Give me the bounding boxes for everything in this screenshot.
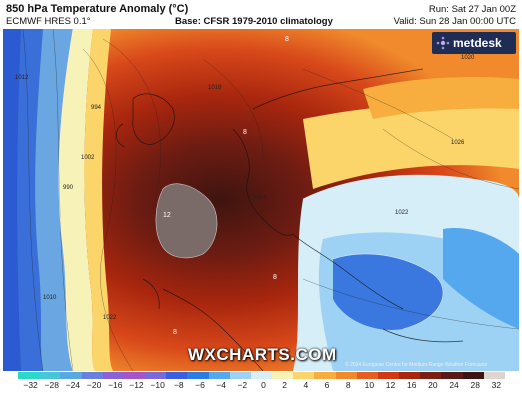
isobar-label: 1022 (103, 315, 117, 321)
isobar-label: 994 (91, 105, 102, 111)
isobar-label: 1026 (451, 140, 465, 146)
colorbar-tick-label: −16 (108, 380, 123, 390)
isobar-label: 1020 (461, 55, 475, 61)
colorbar-tick-label: −20 (86, 380, 102, 390)
anomaly-label: 8 (243, 129, 247, 136)
colorbar-tick-label: −24 (65, 380, 81, 390)
colorbar-tick-label: −2 (237, 380, 248, 390)
anomaly-label: 8 (173, 329, 177, 336)
colorbar-swatch (123, 372, 146, 379)
isobar-label: 1024 (253, 195, 267, 201)
colorbar-swatch (314, 372, 336, 379)
watermark: WXCHARTS.COM (188, 345, 337, 364)
isobar-label: 1018 (208, 85, 222, 91)
colorbar-tick-label: 6 (324, 380, 330, 390)
colorbar-swatch (145, 372, 167, 379)
colorbar-tick-label: 8 (345, 380, 351, 390)
metdesk-logo: metdesk (432, 32, 516, 54)
copyright: © 2024 European Centre for Medium-Range … (345, 362, 487, 368)
colorbar-swatch (229, 372, 251, 379)
colorbar-tick-label: −28 (44, 380, 59, 390)
colorbar-swatch (208, 372, 230, 379)
colorbar-tick-label: 16 (406, 380, 417, 390)
model-name: ECMWF HRES 0.1° (6, 16, 91, 27)
isobar-label: 1002 (81, 155, 95, 161)
metdesk-logo-icon (436, 36, 450, 50)
colorbar-tick-label: −32 (23, 380, 38, 390)
isobar-label: 1022 (395, 210, 409, 216)
colorbar-swatch (18, 372, 40, 379)
climatology-base: Base: CFSR 1979-2010 climatology (175, 16, 333, 27)
colorbar-swatch (377, 372, 400, 379)
colorbar-tick-label: −12 (129, 380, 144, 390)
colorbar-swatch (166, 372, 188, 379)
isobar-label: 990 (63, 185, 74, 191)
anomaly-map: 1012 994 1002 990 1010 1022 1018 1020 10… (3, 29, 519, 371)
colorbar-swatch (39, 372, 61, 379)
map-canvas: 1012 994 1002 990 1010 1022 1018 1020 10… (3, 29, 519, 371)
colorbar-tick-label: 32 (491, 380, 502, 390)
isobar-label: 1012 (15, 75, 29, 81)
colorbar-swatch (81, 372, 103, 379)
chart-title: 850 hPa Temperature Anomaly (°C) (6, 3, 189, 15)
colorbar-swatch (441, 372, 463, 379)
colorbar-swatch (483, 372, 505, 379)
colorbar-swatch (293, 372, 315, 379)
colorbar-swatch (399, 372, 421, 379)
header: 850 hPa Temperature Anomaly (°C) ECMWF H… (0, 0, 522, 30)
colorbar-swatch (187, 372, 209, 379)
colorbar-tick-label: 4 (303, 380, 309, 390)
colorbar-tick-label: 20 (428, 380, 438, 390)
metdesk-logo-text: metdesk (453, 36, 502, 50)
colorbar-tick-label: 10 (364, 380, 375, 390)
anomaly-label: 8 (273, 274, 277, 281)
colorbar-tick-label: −6 (195, 380, 205, 390)
colorbar-swatch (272, 372, 294, 379)
colorbar-tick-label: 24 (449, 380, 459, 390)
colorbar-swatch (250, 372, 273, 379)
run-time: Run: Sat 27 Jan 00Z (428, 4, 516, 15)
colorbar-swatch (102, 372, 124, 379)
colorbar-tick-label: −4 (216, 380, 226, 390)
colorbar-swatch (420, 372, 442, 379)
colorbar-tick-label: 28 (470, 380, 480, 390)
valid-time: Valid: Sun 28 Jan 00:00 UTC (393, 16, 516, 27)
colorbar-swatch (356, 372, 378, 379)
colorbar-tick-label: −8 (173, 380, 184, 390)
colorbar-tick-label: −10 (150, 380, 165, 390)
colorbar-tick-label: 12 (385, 380, 396, 390)
colorbar-swatch (335, 372, 357, 379)
isobar-label: 1010 (43, 295, 57, 301)
colorbar-swatch (60, 372, 82, 379)
colorbar-tick-label: 0 (261, 380, 266, 390)
colorbar-swatch (462, 372, 484, 379)
colorbar-tick-label: 2 (282, 380, 288, 390)
colorbar-ticks: −32 −28 −24 −20 −16 −12 −10 −8 −6 −4 −2 0 2 4 6 8 10 12 16… (0, 380, 522, 394)
anomaly-label: 8 (285, 36, 289, 43)
anomaly-label: 12 (163, 212, 171, 219)
colorbar (18, 372, 505, 379)
